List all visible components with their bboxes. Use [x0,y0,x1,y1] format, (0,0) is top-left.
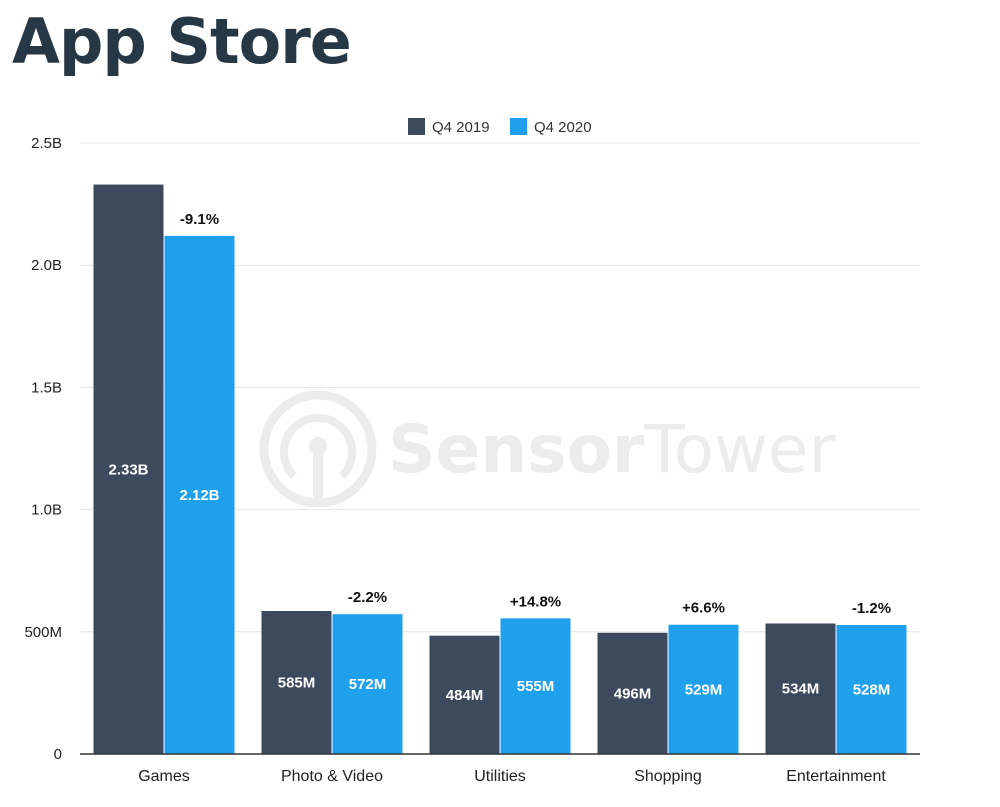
change-label: +14.8% [510,593,561,610]
bar-q4-2019 [765,623,836,754]
change-label: +6.6% [682,600,725,617]
watermark-text: SensorTower [388,411,837,488]
bar-q4-2020 [668,624,739,754]
change-label: -2.2% [348,589,387,606]
x-axis: Games Photo & Video Utilities Shopping Enter… [138,768,886,785]
y-tick-label: 2.0B [31,257,62,274]
x-tick-label: Shopping [634,768,702,785]
legend-label: Q4 2020 [534,119,592,136]
x-tick-label: Photo & Video [281,768,383,785]
bar-value-label: 529M [685,681,723,698]
legend-label: Q4 2019 [432,119,490,136]
y-tick-label: 1.5B [31,379,62,396]
x-tick-label: Games [138,768,190,785]
bar-value-label: 572M [349,676,387,693]
bar-q4-2019 [93,184,164,755]
y-tick-label: 0 [54,746,62,763]
x-tick-label: Entertainment [786,768,886,785]
legend-swatch [408,118,425,135]
legend-swatch [510,118,527,135]
y-tick-label: 2.5B [31,135,62,152]
bar-q4-2020 [500,618,571,754]
bar-q4-2020 [836,624,907,754]
bar-value-label: 528M [853,681,891,698]
bar-q4-2019 [429,635,500,754]
bar-q4-2019 [597,632,668,754]
bar-value-label: 555M [517,678,555,695]
page-title: App Store [12,5,352,78]
y-axis: 0 500M 1.0B 1.5B 2.0B 2.5B [24,135,62,763]
watermark-brand-light: Tower [643,411,836,488]
bar-value-label: 484M [446,687,484,704]
change-label: -9.1% [180,211,219,228]
bar-value-label: 2.33B [108,461,148,478]
bar-value-label: 585M [278,675,316,692]
y-tick-label: 1.0B [31,502,62,519]
bar-q4-2020 [332,614,403,754]
bars: 2.33B 2.12B -9.1% 585M 572M -2.2% 484M 555M +14.… [93,184,907,755]
watermark-brand-bold: Sensor [388,411,645,488]
bar-q4-2019 [261,611,332,754]
x-tick-label: Utilities [474,768,526,785]
y-tick-label: 500M [24,624,62,641]
legend: Q4 2019 Q4 2020 [408,118,592,136]
change-label: -1.2% [852,600,891,617]
sensortower-logo-icon [259,390,377,508]
bar-value-label: 496M [614,685,652,702]
bar-value-label: 2.12B [179,487,219,504]
bar-q4-2020 [164,235,235,754]
bar-value-label: 534M [782,681,820,698]
sensortower-watermark: SensorTower [259,390,837,508]
